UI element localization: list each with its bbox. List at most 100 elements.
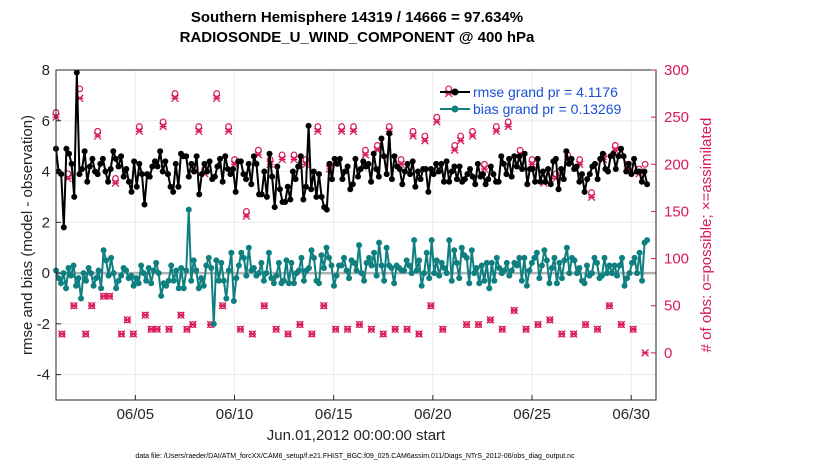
bias-point: [541, 247, 548, 254]
rmse-point: [433, 160, 440, 167]
bias-point: [88, 270, 95, 277]
obs-assimilated-marker: [69, 301, 78, 310]
rmse-point: [295, 163, 302, 170]
rmse-point: [370, 150, 377, 157]
obs-assimilated-marker: [319, 301, 328, 310]
obs-assimilated-marker: [522, 325, 530, 334]
obs-assimilated-marker: [432, 117, 441, 126]
rmse-point: [120, 173, 127, 180]
rmse-point: [99, 155, 106, 162]
obs-assimilated-marker: [194, 127, 203, 136]
obs-possible-marker: [314, 123, 322, 130]
rmse-point: [508, 173, 515, 180]
bias-point: [466, 280, 473, 287]
bias-point: [551, 254, 558, 261]
bias-point: [346, 275, 353, 282]
obs-possible-marker: [135, 123, 143, 130]
rmse-point: [586, 171, 593, 178]
bias-point: [290, 280, 297, 287]
rmse-point: [253, 160, 260, 167]
bias-point: [331, 282, 338, 289]
bias-point: [576, 265, 583, 271]
bias-point: [103, 257, 110, 264]
rmse-point: [211, 173, 218, 180]
obs-assimilated-marker: [486, 315, 495, 324]
chart-subtitle: RADIOSONDE_U_WIND_COMPONENT @ 400 hPa: [180, 29, 535, 46]
rmse-point: [131, 158, 138, 165]
rmse-point: [407, 171, 414, 178]
rmse-point: [287, 196, 294, 203]
obs-assimilated-marker: [474, 320, 483, 329]
bias-point: [110, 270, 117, 277]
rmse-point: [360, 158, 367, 165]
bias-point: [491, 277, 498, 284]
bias-point: [606, 262, 613, 269]
obs-possible-marker: [385, 123, 393, 130]
rmse-point: [217, 155, 224, 162]
rmse-point: [201, 160, 208, 167]
rmse-point: [401, 168, 408, 175]
rmse-point: [118, 153, 125, 160]
bias-point: [140, 270, 147, 277]
bias-point: [501, 267, 508, 274]
rmse-point: [204, 168, 211, 175]
rmse-point: [388, 176, 395, 183]
rmse-point: [344, 163, 351, 170]
rmse-point: [412, 183, 419, 190]
obs-assimilated-marker: [111, 179, 120, 188]
obs-assimilated-marker: [278, 155, 286, 164]
obs-assimilated-marker: [159, 122, 167, 131]
obs-assimilated-marker: [236, 325, 245, 334]
obs-assimilated-marker: [415, 330, 423, 338]
rmse-point: [89, 155, 96, 162]
bias-point: [548, 265, 555, 271]
obs-assimilated-marker: [123, 315, 132, 324]
bias-point: [283, 257, 290, 264]
rmse-point: [605, 168, 612, 175]
rmse-point: [269, 173, 276, 180]
bias-point: [338, 262, 345, 269]
rmse-point: [623, 168, 630, 175]
rmse-point: [430, 171, 437, 178]
rmse-point: [162, 158, 169, 165]
obs-assimilated-marker: [409, 132, 417, 140]
obs-assimilated-marker: [510, 306, 519, 315]
obs-assimilated-marker: [504, 122, 513, 131]
rmse-point: [357, 166, 364, 172]
rmse-point: [167, 183, 174, 190]
obs-possible-marker: [433, 113, 441, 121]
bias-point: [566, 270, 573, 277]
bias-point: [58, 280, 65, 287]
rmse-point: [511, 153, 518, 160]
bias-point: [75, 275, 82, 282]
rmse-point: [521, 150, 528, 157]
bias-point: [604, 270, 611, 277]
rmse-point: [79, 166, 86, 172]
rmse-series: [53, 69, 651, 231]
obs-assimilated-marker: [456, 136, 465, 145]
bias-point: [388, 265, 395, 271]
bias-point: [270, 280, 277, 287]
obs-possible-marker: [362, 146, 369, 154]
rmse-point: [584, 176, 591, 183]
bias-point: [178, 265, 185, 271]
rmse-point: [396, 166, 403, 172]
bias-point: [488, 259, 495, 266]
rmse-point: [123, 166, 130, 172]
obs-assimilated-marker: [105, 292, 114, 301]
rmse-point: [610, 150, 617, 157]
rmse-point: [240, 171, 247, 178]
obs-assimilated-marker: [450, 146, 459, 155]
rmse-point: [222, 153, 229, 160]
bias-point: [83, 277, 90, 284]
rmse-point: [58, 171, 65, 178]
bias-point: [233, 275, 240, 282]
bias-point: [305, 265, 312, 271]
bias-point: [268, 275, 275, 282]
obs-possible-marker: [611, 142, 619, 149]
bias-point: [245, 244, 252, 251]
bias-point: [323, 244, 330, 251]
bias-point: [90, 282, 97, 289]
rmse-point: [175, 183, 182, 190]
y-tick-label: 0: [42, 265, 50, 282]
